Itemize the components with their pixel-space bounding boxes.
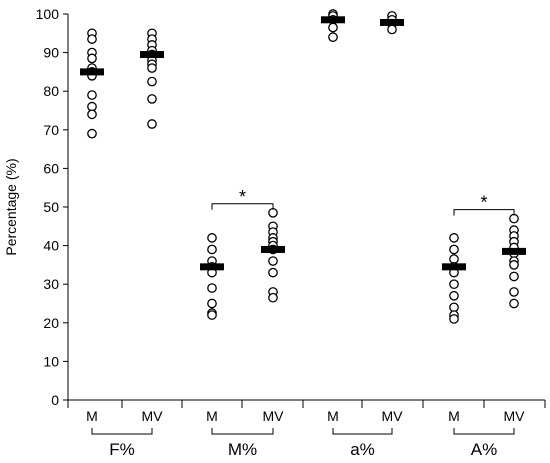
y-tick-label: 0 (51, 392, 59, 408)
y-tick-label: 40 (43, 238, 59, 254)
data-point (449, 233, 459, 243)
data-point (87, 53, 97, 64)
data-point (328, 32, 338, 43)
data-point (449, 290, 459, 301)
significance-bracket (453, 209, 515, 216)
group-1: M MV F% (80, 28, 164, 459)
significance-bracket (211, 203, 274, 210)
condition-label: MV (263, 408, 285, 424)
y-tick-label: 60 (43, 160, 59, 176)
mean-bar (442, 263, 466, 271)
data-point (449, 279, 459, 290)
data-point (147, 94, 157, 104)
data-point (268, 267, 278, 278)
condition-label: M (86, 408, 98, 424)
group-bracket (91, 428, 153, 435)
groups: M MV F% M MV M% * M MV a% M MV A% * (80, 9, 526, 459)
y-tick-label: 100 (36, 6, 60, 22)
y-ticks: 0 10 20 30 40 50 60 70 80 90 100 (36, 6, 546, 408)
group-2: M MV M% * (200, 187, 285, 459)
mean-bar (321, 16, 345, 24)
data-point (207, 298, 217, 309)
y-tick-label: 50 (43, 199, 59, 215)
mean-bar (80, 68, 104, 76)
y-tick-label: 80 (43, 83, 59, 99)
group-bracket (211, 428, 274, 435)
data-point (147, 63, 157, 73)
condition-label: MV (382, 408, 404, 424)
data-point (147, 76, 157, 87)
data-point (509, 287, 519, 297)
mean-bar (261, 245, 285, 253)
data-point (509, 213, 519, 224)
mean-bar (380, 18, 404, 26)
group-bracket (332, 428, 393, 435)
group-4: M MV A% * (442, 193, 526, 459)
mean-bar (502, 247, 526, 255)
data-point (87, 34, 97, 44)
data-point (87, 109, 97, 120)
data-point (328, 22, 338, 33)
significance-marker: * (480, 193, 487, 213)
data-point (87, 128, 97, 139)
group-label: A% (471, 440, 497, 459)
y-tick-label: 20 (43, 315, 59, 331)
data-point (449, 244, 459, 255)
y-tick-label: 70 (43, 122, 59, 138)
significance-marker: * (239, 187, 246, 207)
y-axis-label: Percentage (%) (3, 158, 19, 255)
data-point (207, 310, 217, 320)
condition-label: M (327, 408, 339, 424)
data-point (449, 314, 459, 324)
data-point (509, 260, 519, 270)
data-point (509, 298, 519, 309)
data-point (268, 292, 278, 303)
condition-label: MV (504, 408, 526, 424)
group-3: M MV a% (321, 9, 404, 459)
group-label: M% (228, 440, 257, 459)
y-tick-label: 90 (43, 45, 59, 61)
data-point (268, 256, 278, 266)
y-tick-label: 10 (43, 353, 59, 369)
data-point (509, 271, 519, 282)
group-label: a% (350, 440, 375, 459)
data-point (268, 207, 278, 218)
condition-label: MV (142, 408, 164, 424)
mean-bar (140, 51, 164, 59)
data-point (207, 233, 217, 243)
y-tick-label: 30 (43, 276, 59, 292)
data-point (87, 90, 97, 100)
group-label: F% (109, 440, 135, 459)
data-point (147, 119, 157, 129)
condition-label: M (448, 408, 460, 424)
condition-label: M (206, 408, 218, 424)
data-point (207, 283, 217, 293)
mean-bar (200, 263, 224, 271)
data-point (387, 24, 397, 35)
group-bracket (453, 428, 515, 435)
data-point (207, 244, 217, 255)
